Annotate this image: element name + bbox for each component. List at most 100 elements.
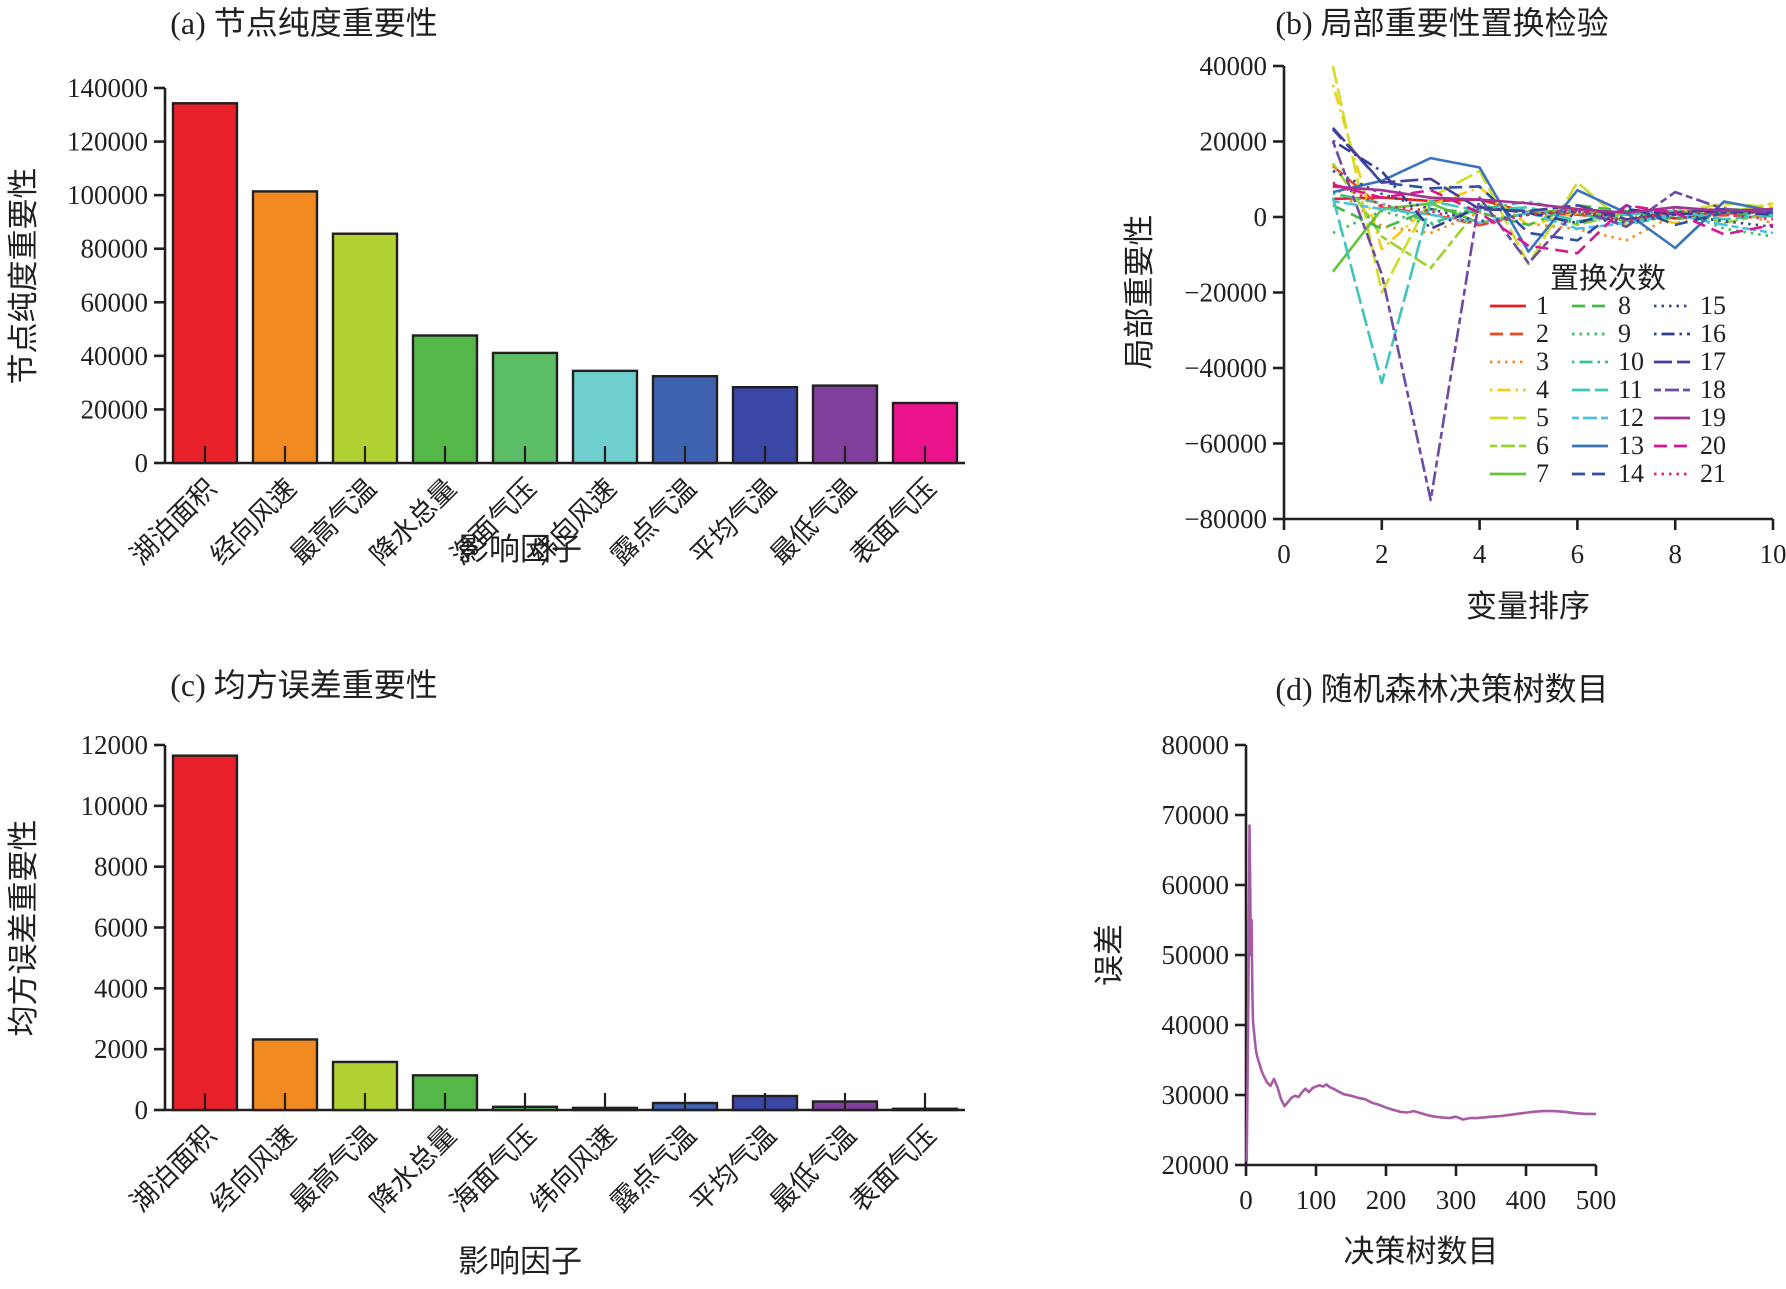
series-line-11 — [1331, 197, 1774, 385]
panel-c-y-axis-label: 均方误差重要性 — [6, 820, 41, 1037]
x-tick-label: 200 — [1366, 1185, 1407, 1215]
y-tick-label: −60000 — [1184, 429, 1267, 459]
legend-label-15: 15 — [1700, 291, 1726, 320]
legend-item-2: 2 — [1490, 319, 1549, 348]
y-tick-label: 4000 — [94, 973, 148, 1003]
y-tick-label: 100000 — [67, 180, 148, 210]
x-category-label: 最低气温 — [765, 1120, 863, 1218]
y-tick-label: 20000 — [81, 394, 149, 424]
y-tick-label: 0 — [1254, 202, 1268, 232]
legend-item-17: 17 — [1654, 347, 1726, 376]
legend-item-4: 4 — [1490, 375, 1549, 404]
x-tick-label: 0 — [1239, 1185, 1253, 1215]
series-line-18 — [1331, 140, 1774, 502]
y-tick-label: 6000 — [94, 913, 148, 943]
legend-item-1: 1 — [1490, 291, 1549, 320]
legend-label-6: 6 — [1536, 431, 1549, 460]
x-tick-label: 4 — [1473, 539, 1487, 569]
y-tick-label: −80000 — [1184, 504, 1267, 534]
legend-label-2: 2 — [1536, 319, 1549, 348]
legend-item-21: 21 — [1654, 459, 1726, 488]
legend-label-4: 4 — [1536, 375, 1549, 404]
x-tick-label: 6 — [1571, 539, 1585, 569]
y-tick-label: 80000 — [81, 234, 149, 264]
legend-label-13: 13 — [1618, 431, 1644, 460]
y-tick-label: 50000 — [1162, 940, 1230, 970]
y-tick-label: 70000 — [1162, 800, 1230, 830]
legend-label-3: 3 — [1536, 347, 1549, 376]
x-category-label: 平均气温 — [685, 473, 783, 571]
x-category-label: 最低气温 — [765, 473, 863, 571]
panel-a-x-axis-label: 影响因子 — [458, 532, 582, 567]
series-line-19 — [1332, 185, 1774, 215]
series-line-5 — [1331, 65, 1774, 294]
panel-b-title: (b) 局部重要性置换检验 — [1275, 5, 1608, 41]
legend-item-18: 18 — [1654, 375, 1726, 404]
panel-a-title: (a) 节点纯度重要性 — [170, 5, 438, 41]
x-tick-label: 2 — [1375, 539, 1389, 569]
legend-title: 置换次数 — [1550, 262, 1666, 295]
legend-label-18: 18 — [1700, 375, 1726, 404]
legend-item-13: 13 — [1572, 431, 1644, 460]
bar-最高气温 — [331, 232, 399, 465]
y-tick-label: −40000 — [1184, 353, 1267, 383]
x-category-label: 经向风速 — [205, 1120, 303, 1218]
legend-item-15: 15 — [1654, 291, 1726, 320]
legend-label-14: 14 — [1618, 459, 1644, 488]
legend-item-9: 9 — [1572, 319, 1631, 348]
legend-item-6: 6 — [1490, 431, 1549, 460]
x-category-label: 最高气温 — [285, 1120, 383, 1218]
x-category-label: 湖泊面积 — [125, 1120, 223, 1218]
y-tick-label: 40000 — [1162, 1010, 1230, 1040]
legend-item-3: 3 — [1490, 347, 1549, 376]
legend-item-7: 7 — [1490, 459, 1549, 488]
y-tick-label: 0 — [135, 1095, 149, 1125]
panel-b-y-axis-label: 局部重要性 — [1122, 215, 1157, 370]
y-tick-label: 30000 — [1162, 1080, 1230, 1110]
y-tick-label: 10000 — [81, 791, 149, 821]
panel-a-y-axis-label: 节点纯度重要性 — [6, 168, 41, 385]
bar-经向风速 — [251, 190, 319, 465]
legend-label-9: 9 — [1618, 319, 1631, 348]
series-line-误差 — [1245, 824, 1596, 1162]
legend-label-17: 17 — [1700, 347, 1726, 376]
y-tick-label: 80000 — [1162, 730, 1230, 760]
legend-item-19: 19 — [1654, 403, 1726, 432]
legend-item-8: 8 — [1572, 291, 1631, 320]
x-tick-label: 300 — [1436, 1185, 1477, 1215]
legend-label-5: 5 — [1536, 403, 1549, 432]
x-category-label: 降水总量 — [365, 473, 463, 571]
bar-降水总量 — [411, 334, 479, 465]
y-tick-label: 2000 — [94, 1034, 148, 1064]
legend-label-8: 8 — [1618, 291, 1631, 320]
x-tick-label: 400 — [1506, 1185, 1547, 1215]
x-category-label: 湖泊面积 — [125, 473, 223, 571]
bar-海面气压 — [491, 351, 559, 465]
legend-label-12: 12 — [1618, 403, 1644, 432]
x-category-label: 表面气压 — [845, 473, 943, 571]
legend-item-16: 16 — [1654, 319, 1726, 348]
legend-item-10: 10 — [1572, 347, 1644, 376]
y-tick-label: 12000 — [81, 730, 149, 760]
legend-item-11: 11 — [1572, 375, 1643, 404]
panel-d-x-axis-label: 决策树数目 — [1344, 1234, 1499, 1269]
y-tick-label: 140000 — [67, 73, 148, 103]
legend-item-20: 20 — [1654, 431, 1726, 460]
panel-b-x-axis-label: 变量排序 — [1466, 589, 1590, 624]
x-tick-label: 0 — [1277, 539, 1291, 569]
x-category-label: 平均气温 — [685, 1120, 783, 1218]
y-tick-label: 40000 — [1200, 51, 1268, 81]
x-tick-label: 500 — [1576, 1185, 1617, 1215]
series-line-3 — [1332, 184, 1774, 242]
legend-item-12: 12 — [1572, 403, 1644, 432]
x-category-label: 最高气温 — [285, 473, 383, 571]
y-tick-label: 20000 — [1200, 127, 1268, 157]
y-tick-label: 60000 — [1162, 870, 1230, 900]
y-tick-label: 8000 — [94, 852, 148, 882]
